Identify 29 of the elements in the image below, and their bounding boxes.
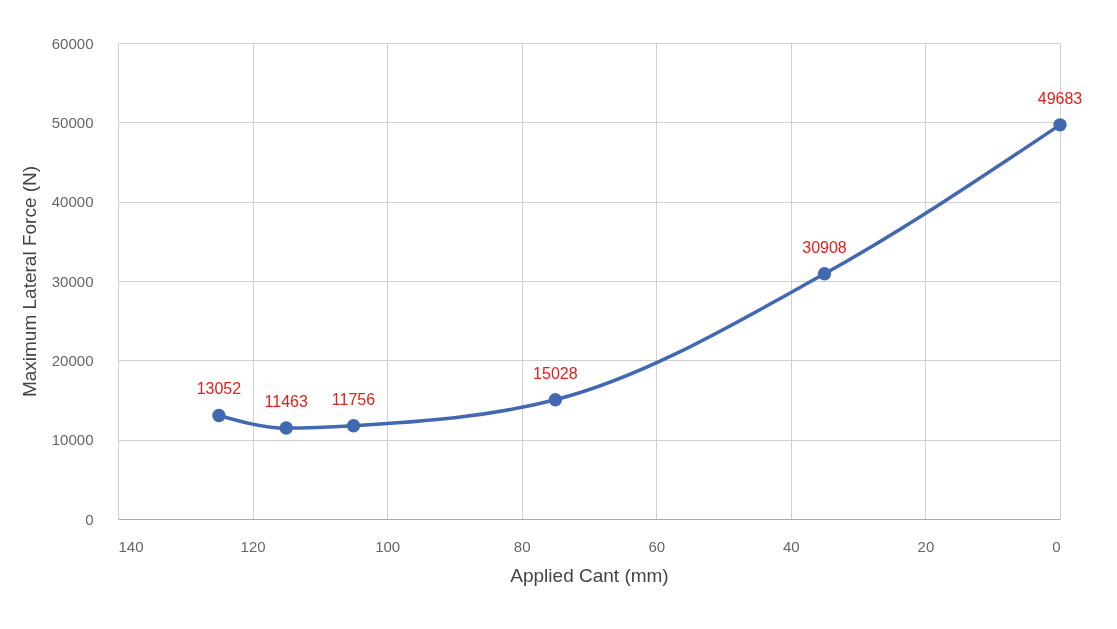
data-label: 11463 xyxy=(264,393,308,411)
point xyxy=(279,421,293,435)
data-label: 13052 xyxy=(196,380,242,398)
point xyxy=(212,408,226,423)
x-tick-label: 0 xyxy=(1052,537,1061,555)
x-axis-title: Applied Cant (mm) xyxy=(510,564,669,586)
data-label: 11756 xyxy=(331,390,376,408)
data-label: 30908 xyxy=(802,238,847,256)
point xyxy=(1053,118,1067,132)
x-tick-label: 60 xyxy=(648,537,666,555)
data-label: 15028 xyxy=(533,364,578,382)
x-tick-label: 100 xyxy=(375,537,401,555)
x-tick-label: 140 xyxy=(118,537,144,555)
y-tick-label: 40000 xyxy=(51,193,94,211)
x-tick-label: 40 xyxy=(783,537,800,555)
y-tick-label: 30000 xyxy=(51,272,94,290)
x-tick-label: 120 xyxy=(240,537,266,555)
x-tick-label: 80 xyxy=(513,537,531,555)
y-tick-label: 20000 xyxy=(51,351,94,369)
y-tick-label: 60000 xyxy=(51,34,94,52)
point xyxy=(346,419,361,433)
y-tick-label: 0 xyxy=(85,510,94,528)
y-tick-label: 50000 xyxy=(51,113,94,131)
data-label: 49683 xyxy=(1037,89,1083,107)
y-axis-title: Maximum Lateral Force (N) xyxy=(18,165,40,398)
x-tick-label: 20 xyxy=(917,537,935,555)
y-tick-label: 10000 xyxy=(51,431,94,449)
point xyxy=(548,393,563,407)
point xyxy=(817,267,832,281)
